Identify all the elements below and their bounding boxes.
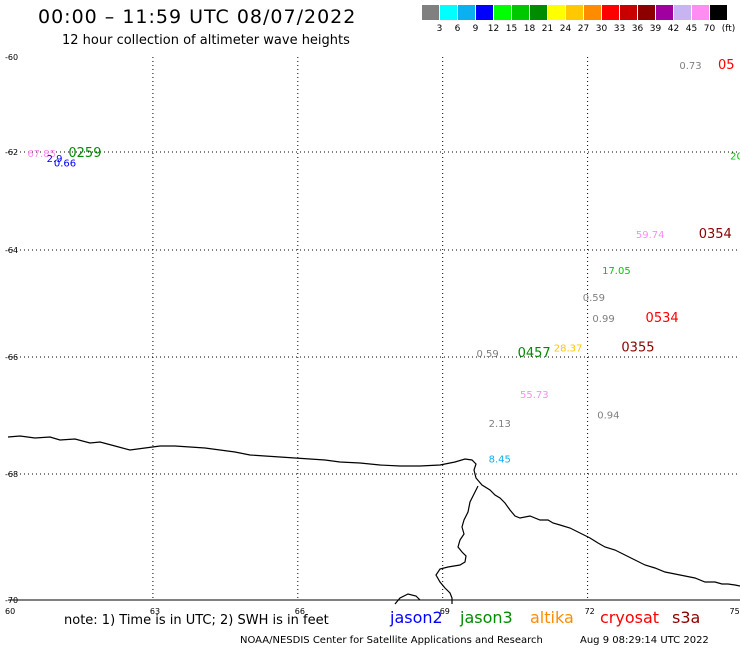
lon-tick-label: 60 — [5, 607, 15, 616]
legend-label: 3 — [436, 24, 443, 34]
legend-label: 36 — [631, 24, 644, 34]
wave-height-label: 28.37 — [554, 344, 583, 355]
wave-height-label: 2.13 — [489, 419, 511, 430]
legend-label: 30 — [595, 24, 608, 34]
lon-tick-label: 69 — [440, 607, 450, 616]
legend-swatch — [530, 5, 547, 20]
legend-swatch — [476, 5, 493, 20]
legend-label: 70 — [703, 24, 716, 34]
legend-swatch — [710, 5, 727, 20]
pass-time-label: 05 — [718, 58, 735, 73]
wave-height-label: 55.73 — [520, 390, 549, 401]
legend-label: 21 — [541, 24, 554, 34]
wave-height-label: 0.94 — [597, 410, 619, 421]
wave-height-label: 0.59 — [583, 293, 605, 304]
wave-height-label: 0.99 — [592, 314, 614, 325]
map-subtitle: 12 hour collection of altimeter wave hei… — [62, 33, 350, 48]
coastline-fragment — [394, 593, 421, 605]
legend-swatch — [440, 5, 457, 20]
legend-swatch — [674, 5, 691, 20]
legend-swatch — [512, 5, 529, 20]
wave-height-label: 8.45 — [489, 454, 511, 465]
legend-label: 42 — [667, 24, 680, 34]
footer-timestamp: Aug 9 08:29:14 UTC 2022 — [580, 635, 709, 646]
satellite-label: s3a — [672, 608, 701, 627]
wave-height-label: 20 — [730, 151, 740, 162]
wave-height-label: 0.73 — [679, 61, 701, 72]
lon-tick-label: 75 — [730, 607, 740, 616]
coastline — [7, 435, 740, 587]
legend-swatch — [494, 5, 511, 20]
wave-height-label: 59.74 — [636, 230, 665, 241]
pass-time-label: 0259 — [68, 146, 101, 161]
legend-label: 39 — [649, 24, 662, 34]
legend-label: 6 — [454, 24, 461, 34]
map-title: 00:00 – 11:59 UTC 08/07/2022 — [38, 6, 357, 28]
legend-swatch — [656, 5, 673, 20]
pass-time-label: 0457 — [518, 346, 551, 361]
legend-swatch — [638, 5, 655, 20]
legend-label: 18 — [523, 24, 536, 34]
lon-tick-label: 66 — [295, 607, 305, 616]
lat-tick-label: -70 — [5, 596, 18, 605]
legend-label: 15 — [505, 24, 518, 34]
satellite-label: altika — [530, 608, 574, 627]
legend-unit: (ft) — [721, 24, 736, 34]
satellite-label: jason2 — [390, 608, 443, 627]
lat-tick-label: -62 — [5, 148, 18, 157]
legend-swatch — [422, 5, 439, 20]
legend-swatch — [584, 5, 601, 20]
wave-height-label: 0.59 — [477, 349, 499, 360]
lon-tick-label: 72 — [585, 607, 595, 616]
footer-note: note: 1) Time is in UTC; 2) SWH is in fe… — [64, 613, 329, 628]
legend-swatch — [566, 5, 583, 20]
wave-height-label: 2.9 — [47, 154, 63, 165]
legend-swatch — [602, 5, 619, 20]
lon-tick-label: 63 — [150, 607, 160, 616]
legend-label: 24 — [559, 24, 572, 34]
pass-time-label: 0534 — [646, 311, 679, 326]
legend-label: 9 — [472, 24, 479, 34]
satellite-label: cryosat — [600, 608, 660, 627]
satellite-label: jason3 — [460, 608, 513, 627]
ice-shelf-line — [435, 485, 479, 604]
legend-swatch — [458, 5, 475, 20]
wave-height-label: 17.05 — [602, 266, 631, 277]
wave-height-label: 0.66 — [54, 159, 76, 170]
legend-label: 27 — [577, 24, 590, 34]
pass-time-label: 0355 — [621, 341, 654, 356]
lat-tick-label: -66 — [5, 353, 18, 362]
pass-time-label: 0354 — [699, 227, 732, 242]
legend-label: 45 — [685, 24, 698, 34]
footer-credit: NOAA/NESDIS Center for Satellite Applica… — [240, 635, 543, 646]
legend-swatch — [692, 5, 709, 20]
lat-tick-label: -68 — [5, 470, 18, 479]
legend-swatch — [620, 5, 637, 20]
wave-height-label: 67.85 — [27, 149, 56, 160]
lat-tick-label: -64 — [5, 246, 18, 255]
legend-swatch — [548, 5, 565, 20]
lat-tick-label: -60 — [5, 53, 18, 62]
legend-label: 33 — [613, 24, 626, 34]
legend-label: 12 — [487, 24, 500, 34]
